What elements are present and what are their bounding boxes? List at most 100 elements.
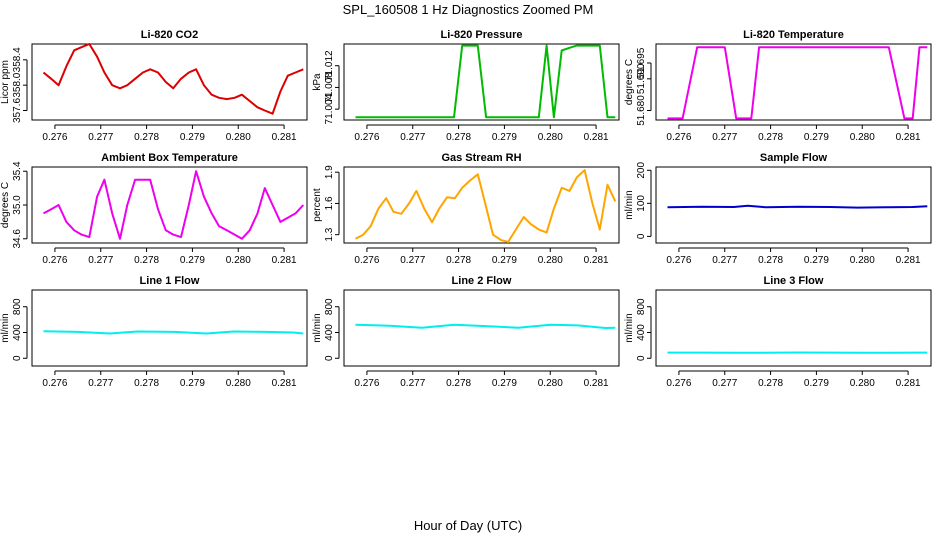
y-tick-label: 34.6: [12, 229, 23, 249]
x-tick-label: 0.281: [272, 378, 297, 389]
x-tick-label: 0.279: [804, 378, 829, 389]
panel-0: Li-820 CO2 0.276 0.277 0.278 0.279 0.280 0.281…: [0, 29, 308, 143]
x-tick-label: 0.277: [712, 378, 737, 389]
x-tick-label: 0.276: [666, 378, 691, 389]
y-tick-label: 800: [636, 298, 647, 315]
y-tick-label: 400: [636, 324, 647, 341]
y-tick-label: 1.9: [324, 165, 335, 179]
y-tick-label: 800: [12, 298, 23, 315]
y-tick-label: 200: [636, 162, 647, 179]
x-tick-label: 0.279: [492, 378, 517, 389]
panel-8: Line 3 Flow 0.276 0.277 0.278 0.279 0.280 0.28…: [624, 275, 932, 389]
panel-2: Li-820 Temperature 0.276 0.277 0.278 0.279 0.…: [624, 29, 932, 143]
y-tick-label: 35.4: [12, 161, 23, 181]
panel-7: Line 2 Flow 0.276 0.277 0.278 0.279 0.280 0.28…: [312, 275, 620, 389]
x-tick-label: 0.279: [804, 255, 829, 266]
y-tick-label: 0: [324, 355, 335, 361]
panel-title: Li-820 CO2: [141, 29, 198, 41]
panel-title: Ambient Box Temperature: [101, 152, 238, 164]
x-tick-label: 0.278: [758, 255, 783, 266]
x-tick-label: 0.277: [88, 132, 113, 143]
x-tick-label: 0.280: [538, 255, 563, 266]
x-tick-label: 0.281: [272, 132, 297, 143]
x-tick-label: 0.279: [180, 255, 205, 266]
x-tick-label: 0.278: [758, 132, 783, 143]
x-tick-label: 0.276: [42, 378, 67, 389]
data-series-line: [667, 46, 928, 120]
x-tick-label: 0.279: [492, 255, 517, 266]
y-axis-label: ml/min: [312, 313, 323, 342]
x-tick-label: 0.276: [666, 132, 691, 143]
y-axis-label: degrees C: [0, 182, 11, 228]
panel-4: Gas Stream RH 0.276 0.277 0.278 0.279 0.280 0.…: [312, 152, 620, 266]
panel-title: Line 3 Flow: [764, 275, 824, 287]
panel-title: Line 1 Flow: [140, 275, 200, 287]
y-tick-label: 51.680: [636, 95, 647, 126]
x-tick-label: 0.277: [400, 255, 425, 266]
x-tick-label: 0.276: [42, 132, 67, 143]
x-tick-label: 0.277: [88, 378, 113, 389]
x-tick-label: 0.278: [446, 378, 471, 389]
y-tick-label: 35.0: [12, 195, 23, 215]
plot-frame: [655, 166, 932, 244]
x-tick-label: 0.280: [538, 378, 563, 389]
panel-1: Li-820 Pressure 0.276 0.277 0.278 0.279 0.280…: [312, 29, 620, 143]
panel-title: Li-820 Pressure: [441, 29, 523, 41]
plot-frame: [655, 43, 932, 121]
x-tick-label: 0.281: [584, 132, 609, 143]
figure-title: SPL_160508 1 Hz Diagnostics Zoomed PM: [342, 2, 594, 17]
y-tick-label: 358.0: [12, 72, 23, 97]
x-tick-label: 0.281: [896, 378, 921, 389]
y-tick-label: 0: [12, 355, 23, 361]
x-tick-label: 0.277: [712, 132, 737, 143]
y-tick-label: 1.6: [324, 196, 335, 210]
data-series-line: [355, 323, 616, 329]
plot-frame: [31, 289, 308, 367]
y-tick-label: 71.012: [324, 50, 335, 81]
y-tick-label: 358.4: [12, 47, 23, 72]
x-tick-label: 0.281: [584, 378, 609, 389]
y-tick-label: 100: [636, 195, 647, 212]
x-tick-label: 0.276: [354, 132, 379, 143]
panel-title: Sample Flow: [760, 152, 828, 164]
y-axis-label: Licor ppm: [0, 60, 11, 104]
x-tick-label: 0.277: [400, 132, 425, 143]
plot-frame: [31, 43, 308, 121]
panel-5: Sample Flow 0.276 0.277 0.278 0.279 0.280 0.28…: [624, 152, 932, 266]
y-tick-label: 0: [636, 355, 647, 361]
data-series-line: [355, 169, 617, 243]
x-tick-label: 0.280: [850, 378, 875, 389]
x-tick-label: 0.278: [134, 378, 159, 389]
x-tick-label: 0.279: [804, 132, 829, 143]
y-axis-label: ml/min: [624, 190, 635, 219]
x-tick-label: 0.281: [896, 132, 921, 143]
panel-title: Li-820 Temperature: [743, 29, 844, 41]
y-tick-label: 0: [636, 233, 647, 239]
y-tick-label: 400: [324, 324, 335, 341]
x-tick-label: 0.278: [758, 378, 783, 389]
y-axis-label: kPa: [312, 73, 323, 91]
data-series-line: [43, 330, 304, 335]
x-tick-label: 0.278: [446, 132, 471, 143]
x-tick-label: 0.277: [712, 255, 737, 266]
x-tick-label: 0.278: [446, 255, 471, 266]
x-tick-label: 0.278: [134, 132, 159, 143]
y-axis-label: ml/min: [0, 313, 11, 342]
panel-title: Line 2 Flow: [452, 275, 512, 287]
x-tick-label: 0.280: [226, 132, 251, 143]
y-tick-label: 357.6: [12, 98, 23, 123]
plot-frame: [343, 166, 620, 244]
x-tick-label: 0.278: [134, 255, 159, 266]
x-tick-label: 0.280: [538, 132, 563, 143]
x-tick-label: 0.279: [180, 378, 205, 389]
x-tick-label: 0.281: [896, 255, 921, 266]
data-series-line: [42, 43, 304, 115]
y-axis-label: percent: [312, 188, 323, 222]
panel-title: Gas Stream RH: [441, 152, 521, 164]
y-tick-label: 400: [12, 324, 23, 341]
data-series-line: [355, 44, 616, 119]
x-tick-label: 0.277: [88, 255, 113, 266]
data-series-line: [43, 170, 305, 240]
y-tick-label: 1.3: [324, 227, 335, 241]
